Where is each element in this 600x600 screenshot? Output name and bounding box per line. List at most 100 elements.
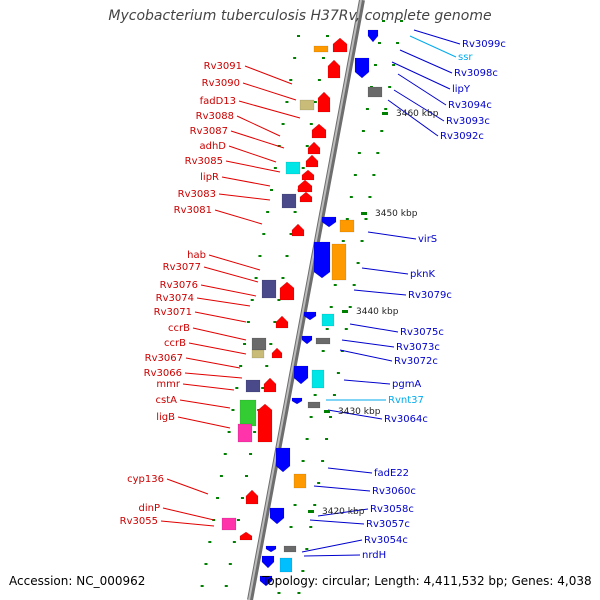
forward-gene-feature[interactable] xyxy=(299,191,313,203)
forward-gene-feature[interactable] xyxy=(257,403,273,443)
gene-label-forward[interactable]: Rv3091 xyxy=(204,61,242,72)
gene-label-reverse[interactable]: Rv3079c xyxy=(408,290,452,301)
forward-gene-feature[interactable] xyxy=(311,123,327,139)
reverse-gene-feature[interactable] xyxy=(301,335,313,345)
gene-label-reverse[interactable]: Rv3058c xyxy=(370,504,414,515)
gene-label-reverse[interactable]: pgmA xyxy=(392,379,421,390)
gene-label-forward[interactable]: Rv3077 xyxy=(163,262,201,273)
forward-gene-feature[interactable] xyxy=(299,99,315,111)
gene-label-forward[interactable]: Rv3067 xyxy=(145,353,183,364)
gene-label-forward[interactable]: Rv3085 xyxy=(185,156,223,167)
reverse-gene-feature[interactable] xyxy=(259,575,273,587)
gene-label-forward[interactable]: cstA xyxy=(156,395,178,406)
reverse-gene-feature[interactable] xyxy=(315,337,331,345)
gene-label-reverse[interactable]: Rv3060c xyxy=(372,486,416,497)
forward-gene-feature[interactable] xyxy=(301,169,315,181)
gene-label-forward[interactable]: mmr xyxy=(156,379,180,390)
minor-tick xyxy=(376,152,380,154)
reverse-gene-feature[interactable] xyxy=(321,313,335,327)
reverse-gene-feature[interactable] xyxy=(293,473,307,489)
gene-label-forward[interactable]: ligB xyxy=(156,412,175,423)
gene-label-forward[interactable]: Rv3076 xyxy=(160,280,198,291)
forward-gene-feature[interactable] xyxy=(305,154,319,168)
reverse-gene-feature[interactable] xyxy=(313,241,331,279)
gene-label-forward[interactable]: ccrB xyxy=(168,323,190,334)
reverse-gene-feature[interactable] xyxy=(321,216,337,228)
gene-label-reverse[interactable]: fadE22 xyxy=(374,468,409,479)
gene-label-forward[interactable]: hab xyxy=(187,250,206,261)
gene-label-reverse[interactable]: Rv3057c xyxy=(366,519,410,530)
gene-label-forward[interactable]: lipR xyxy=(200,172,219,183)
gene-label-reverse[interactable]: Rv3098c xyxy=(454,68,498,79)
forward-gene-feature[interactable] xyxy=(245,379,261,393)
reverse-gene-feature[interactable] xyxy=(291,397,303,405)
reverse-gene-feature[interactable] xyxy=(275,447,291,473)
forward-gene-feature[interactable] xyxy=(271,347,283,359)
reverse-gene-feature[interactable] xyxy=(303,311,317,321)
gene-label-forward[interactable]: Rv3074 xyxy=(156,293,194,304)
gene-label-forward[interactable]: cyp136 xyxy=(127,474,164,485)
forward-gene-feature[interactable] xyxy=(281,193,297,209)
reverse-gene-feature[interactable] xyxy=(307,401,321,409)
forward-gene-feature[interactable] xyxy=(239,531,253,541)
reverse-gene-feature[interactable] xyxy=(265,545,277,553)
gene-label-reverse[interactable]: Rv3073c xyxy=(396,342,440,353)
forward-gene-feature[interactable] xyxy=(279,281,295,301)
gene-label-reverse[interactable]: lipY xyxy=(452,84,471,95)
gene-label-reverse[interactable]: Rv3064c xyxy=(384,414,428,425)
reverse-gene-feature[interactable] xyxy=(269,507,285,525)
gene-label-reverse[interactable]: Rv3093c xyxy=(446,116,490,127)
forward-gene-feature[interactable] xyxy=(285,161,301,175)
gene-label-forward[interactable]: Rv3083 xyxy=(178,189,216,200)
reverse-gene-feature[interactable] xyxy=(339,219,355,233)
forward-gene-feature[interactable] xyxy=(327,59,341,79)
gene-label-forward[interactable]: Rv3090 xyxy=(202,78,240,89)
reverse-gene-feature[interactable] xyxy=(261,555,275,569)
forward-gene-feature[interactable] xyxy=(251,349,265,359)
gene-label-reverse[interactable]: Rv3075c xyxy=(400,327,444,338)
reverse-gene-feature[interactable] xyxy=(367,86,383,98)
forward-gene-feature[interactable] xyxy=(237,423,253,443)
gene-label-reverse[interactable]: Rv3092c xyxy=(440,131,484,142)
forward-gene-feature[interactable] xyxy=(297,179,313,193)
rna-label[interactable]: ssr xyxy=(458,52,473,63)
gene-label-reverse[interactable]: Rv3094c xyxy=(448,100,492,111)
reverse-gene-feature[interactable] xyxy=(293,365,309,385)
gene-label-forward[interactable]: Rv3088 xyxy=(196,111,234,122)
gene-label-forward[interactable]: Rv3055 xyxy=(120,516,158,527)
gene-label-forward[interactable]: adhD xyxy=(199,141,226,152)
forward-gene-feature[interactable] xyxy=(332,37,348,53)
reverse-gene-feature[interactable] xyxy=(331,243,347,281)
minor-tick xyxy=(277,299,281,301)
gene-label-reverse[interactable]: pknK xyxy=(410,269,435,280)
reverse-gene-feature[interactable] xyxy=(279,557,293,573)
reverse-gene-feature[interactable] xyxy=(311,369,325,389)
forward-gene-feature[interactable] xyxy=(313,45,329,53)
forward-gene-feature[interactable] xyxy=(263,377,277,393)
forward-gene-feature[interactable] xyxy=(239,399,257,427)
forward-gene-feature[interactable] xyxy=(317,91,331,113)
forward-gene-feature[interactable] xyxy=(307,141,321,155)
gene-label-forward[interactable]: ccrB xyxy=(164,338,186,349)
gene-label-forward[interactable]: Rv3081 xyxy=(174,205,212,216)
forward-gene-feature[interactable] xyxy=(291,223,305,237)
gene-label-reverse[interactable]: Rv3054c xyxy=(364,535,408,546)
forward-gene-feature[interactable] xyxy=(245,489,259,505)
forward-gene-feature[interactable] xyxy=(221,517,237,531)
gene-label-forward[interactable]: fadD13 xyxy=(200,96,236,107)
rna-label[interactable]: Rvnt37 xyxy=(388,395,424,406)
forward-gene-feature[interactable] xyxy=(261,279,277,299)
forward-gene-feature[interactable] xyxy=(275,315,289,329)
gene-label-forward[interactable]: Rv3071 xyxy=(154,307,192,318)
gene-label-forward[interactable]: Rv3066 xyxy=(144,368,182,379)
reverse-gene-feature[interactable] xyxy=(354,57,370,79)
gene-label-reverse[interactable]: nrdH xyxy=(362,550,386,561)
gene-label-forward[interactable]: dinP xyxy=(139,503,161,514)
gene-label-reverse[interactable]: virS xyxy=(418,234,437,245)
forward-gene-feature[interactable] xyxy=(251,337,267,351)
gene-label-forward[interactable]: Rv3087 xyxy=(190,126,228,137)
gene-label-reverse[interactable]: Rv3099c xyxy=(462,39,506,50)
reverse-gene-feature[interactable] xyxy=(367,29,379,43)
reverse-gene-feature[interactable] xyxy=(283,545,297,553)
gene-label-reverse[interactable]: Rv3072c xyxy=(394,356,438,367)
